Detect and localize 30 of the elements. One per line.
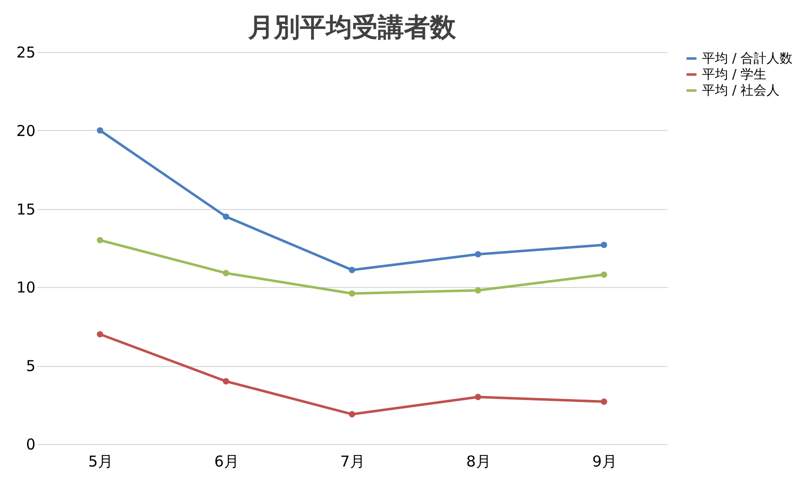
point xyxy=(96,331,104,338)
point xyxy=(96,127,104,134)
point xyxy=(348,411,356,418)
y-tick-label: 15 xyxy=(16,200,36,218)
point xyxy=(600,398,608,405)
point xyxy=(348,266,356,274)
legend-label: 平均 / 合計人数 xyxy=(702,52,793,66)
point xyxy=(96,237,104,244)
legend-label: 平均 / 社会人 xyxy=(702,84,780,98)
point xyxy=(474,287,482,294)
y-tick-label: 0 xyxy=(26,436,36,454)
point xyxy=(222,378,230,384)
point xyxy=(474,251,482,258)
y-tick-label: 5 xyxy=(26,357,36,376)
y-tick-label: 20 xyxy=(16,122,36,140)
x-tick-label: 6月 xyxy=(214,452,239,470)
point xyxy=(600,272,608,278)
y-tick-label: 10 xyxy=(16,278,36,297)
chart-title: 月別平均受講者数 xyxy=(247,13,457,43)
point xyxy=(222,270,230,276)
legend-label: 平均 / 学生 xyxy=(702,68,767,82)
x-tick-label: 8月 xyxy=(466,452,491,470)
point xyxy=(474,394,482,400)
x-tick-label: 9月 xyxy=(592,452,617,470)
point xyxy=(222,213,230,220)
point xyxy=(348,290,356,297)
x-tick-label: 5月 xyxy=(88,452,113,470)
x-tick-label: 7月 xyxy=(340,452,365,470)
y-tick-label: 25 xyxy=(16,44,36,62)
point xyxy=(600,242,608,248)
